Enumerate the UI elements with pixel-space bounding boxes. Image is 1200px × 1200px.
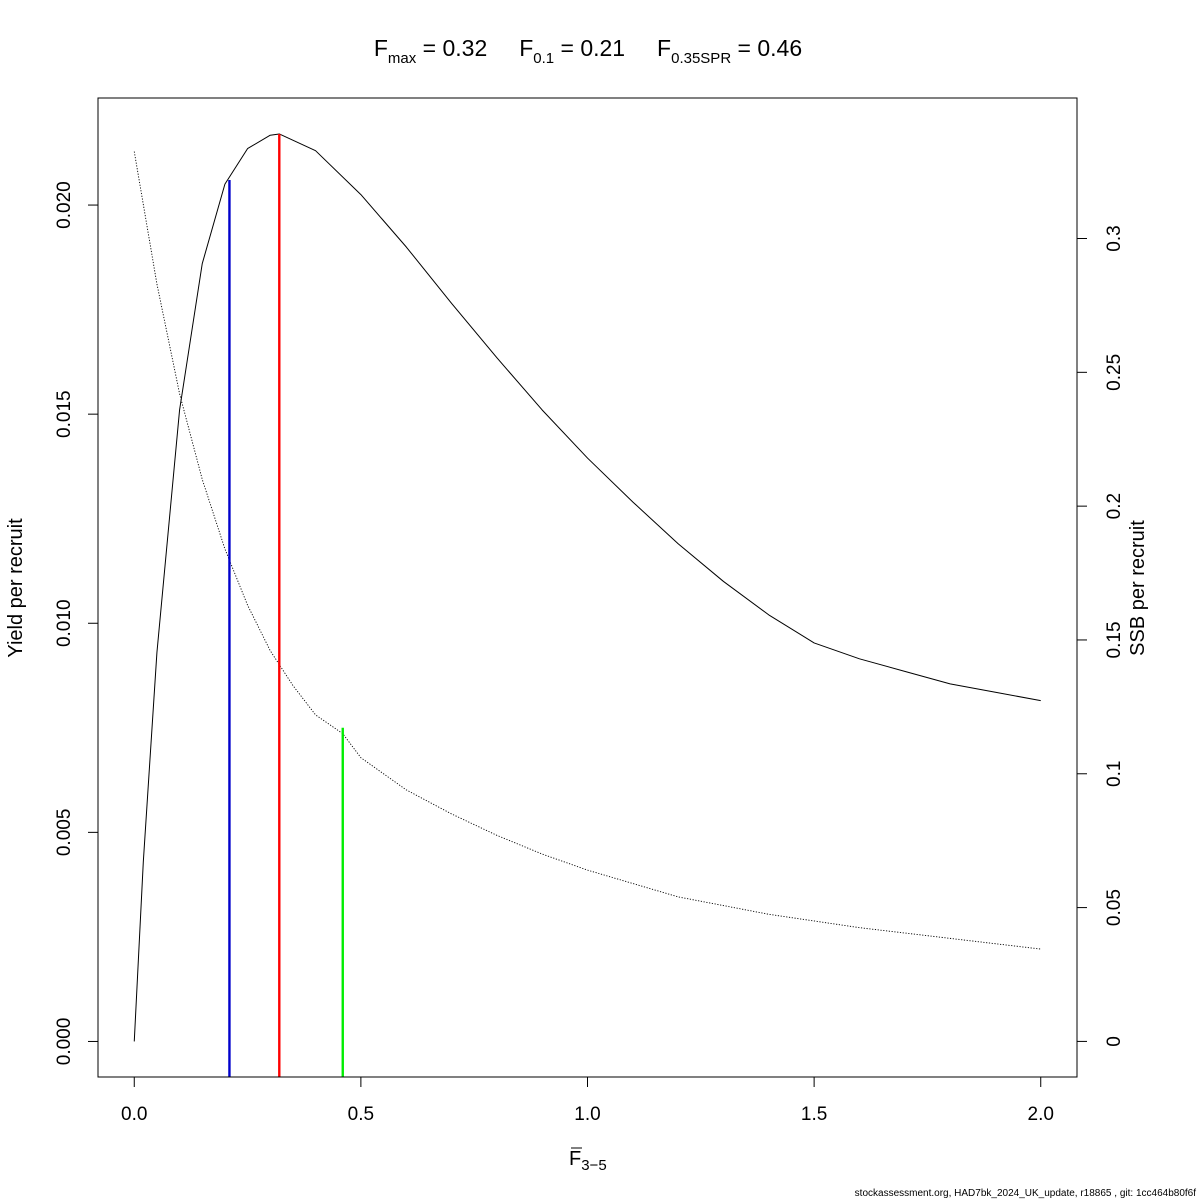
yield-per-recruit-line (133, 133, 1041, 1042)
chart-title: Fmax = 0.32 F0.1 = 0.21 F0.35SPR = 0.46 (374, 35, 802, 67)
x-axis-label-sub: 3−5 (581, 1157, 606, 1174)
y-axis-left: 0.000 0.005 0.010 0.015 0.020 (54, 181, 99, 1066)
title-fspr-label: F (657, 35, 671, 61)
y-right-tick-label: 0 (1104, 1036, 1125, 1047)
x-tick-label: 0.5 (348, 1104, 374, 1125)
y-right-tick-label: 0.15 (1104, 621, 1125, 658)
y-right-tick-label: 0.25 (1104, 354, 1125, 391)
footer-text: stockassessment.org, HAD7bk_2024_UK_upda… (855, 1188, 1197, 1199)
y-right-tick-label: 0.05 (1104, 889, 1125, 926)
ssb-per-recruit-line (133, 151, 1041, 950)
y-left-tick-label: 0.015 (54, 390, 75, 438)
x-axis: 0.0 0.5 1.0 1.5 2.0 (121, 1076, 1054, 1125)
svg-text:F3−5: F3−5 (569, 1148, 607, 1174)
x-axis-label: F3−5 (569, 1147, 607, 1174)
title-f01-value: 0.21 (580, 35, 625, 61)
title-fmax-value: 0.32 (442, 35, 487, 61)
title-fspr-value: 0.46 (757, 35, 802, 61)
title-fmax-sub: max (388, 50, 417, 67)
y-left-tick-label: 0.020 (54, 181, 75, 229)
title-f01-label: F (519, 35, 533, 61)
title-f01-eq: = (554, 35, 580, 61)
y-axis-left-label: Yield per recruit (5, 518, 27, 658)
y-right-tick-label: 0.1 (1104, 761, 1125, 787)
y-left-tick-label: 0.010 (54, 599, 75, 647)
x-tick-label: 2.0 (1028, 1104, 1054, 1125)
y-axis-right: 0 0.05 0.1 0.15 0.2 0.25 0.3 (1076, 225, 1125, 1047)
title-fmax-label: F (374, 35, 388, 61)
title-fspr-eq: = (731, 35, 757, 61)
title-fspr-sub: 0.35SPR (671, 50, 731, 67)
y-right-tick-label: 0.2 (1104, 493, 1125, 519)
y-axis-right-label: SSB per recruit (1127, 520, 1149, 656)
y-right-tick-label: 0.3 (1104, 225, 1125, 251)
title-fmax-eq: = (416, 35, 442, 61)
title-f01-sub: 0.1 (533, 50, 554, 67)
x-tick-label: 1.0 (574, 1104, 600, 1125)
x-tick-label: 0.0 (121, 1104, 147, 1125)
series-layer (133, 133, 1041, 1042)
y-left-tick-label: 0.000 (54, 1018, 75, 1066)
reference-lines (228, 133, 344, 1077)
x-axis-label-main: F (569, 1148, 581, 1170)
plot-frame (97, 97, 1078, 1078)
y-left-tick-label: 0.005 (54, 809, 75, 857)
x-tick-label: 1.5 (801, 1104, 827, 1125)
